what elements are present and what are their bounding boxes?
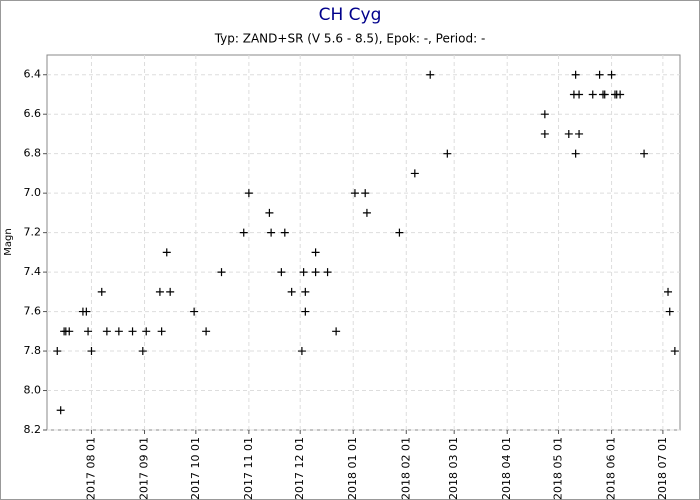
y-tick-label: 7.0: [24, 186, 42, 199]
point: [287, 287, 296, 296]
point: [664, 287, 673, 296]
point: [53, 347, 62, 356]
y-tick-label: 8.0: [24, 384, 42, 397]
y-tick-label: 8.2: [24, 423, 42, 436]
point: [395, 228, 404, 237]
point: [265, 208, 274, 217]
point: [267, 228, 276, 237]
point: [244, 189, 253, 198]
point: [571, 70, 580, 79]
y-tick-label: 7.2: [24, 226, 42, 239]
point: [670, 347, 679, 356]
point: [443, 149, 452, 158]
point: [301, 307, 310, 316]
point: [128, 327, 137, 336]
x-tick-label: 2018 03 01: [447, 437, 460, 500]
y-tick-label: 6.8: [24, 147, 42, 160]
point: [297, 347, 306, 356]
x-tick-label: 2017 12 01: [293, 437, 306, 500]
point: [114, 327, 123, 336]
point: [65, 327, 74, 336]
point: [301, 287, 310, 296]
point: [607, 70, 616, 79]
point: [640, 149, 649, 158]
point: [323, 268, 332, 277]
y-tick-label: 6.6: [24, 107, 42, 120]
point: [575, 129, 584, 138]
point: [102, 327, 111, 336]
point: [162, 248, 171, 257]
point: [588, 90, 597, 99]
x-tick-label: 2017 09 01: [138, 437, 151, 500]
point: [311, 268, 320, 277]
point: [277, 268, 286, 277]
point: [82, 307, 91, 316]
point: [595, 70, 604, 79]
point: [155, 287, 164, 296]
x-tick-label: 2018 05 01: [552, 437, 565, 500]
point: [239, 228, 248, 237]
point: [575, 90, 584, 99]
x-tick-label: 2018 01 01: [346, 437, 359, 500]
point: [540, 129, 549, 138]
point: [410, 169, 419, 178]
point: [299, 268, 308, 277]
chart-title: CH Cyg: [319, 5, 382, 25]
point: [564, 129, 573, 138]
x-tick-label: 2017 08 01: [84, 437, 97, 500]
point: [426, 70, 435, 79]
x-tick-label: 2017 11 01: [242, 437, 255, 500]
point: [166, 287, 175, 296]
x-tick-label: 2017 10 01: [189, 437, 202, 500]
point: [311, 248, 320, 257]
point: [87, 347, 96, 356]
point: [138, 347, 147, 356]
plot-area: [46, 54, 681, 431]
point: [540, 110, 549, 119]
point: [217, 268, 226, 277]
point: [571, 149, 580, 158]
point: [56, 406, 65, 415]
y-tick-label: 7.4: [24, 265, 42, 278]
x-tick-label: 2018 06 01: [605, 437, 618, 500]
point: [361, 189, 370, 198]
point: [332, 327, 341, 336]
point: [142, 327, 151, 336]
point: [97, 287, 106, 296]
point: [600, 90, 609, 99]
point: [202, 327, 211, 336]
point: [280, 228, 289, 237]
chart-subtitle: Typ: ZAND+SR (V 5.6 - 8.5), Epok: -, Per…: [214, 32, 486, 46]
point: [190, 307, 199, 316]
y-tick-label: 7.8: [24, 344, 42, 357]
x-tick-label: 2018 02 01: [399, 437, 412, 500]
x-tick-label: 2018 04 01: [500, 437, 513, 500]
point: [350, 189, 359, 198]
y-tick-label: 6.4: [24, 68, 42, 81]
point: [616, 90, 625, 99]
point: [665, 307, 674, 316]
point: [84, 327, 93, 336]
y-axis-label: Magn: [3, 228, 14, 255]
y-tick-label: 7.6: [24, 305, 42, 318]
point: [157, 327, 166, 336]
x-tick-label: 2018 07 01: [656, 437, 669, 500]
point: [362, 208, 371, 217]
